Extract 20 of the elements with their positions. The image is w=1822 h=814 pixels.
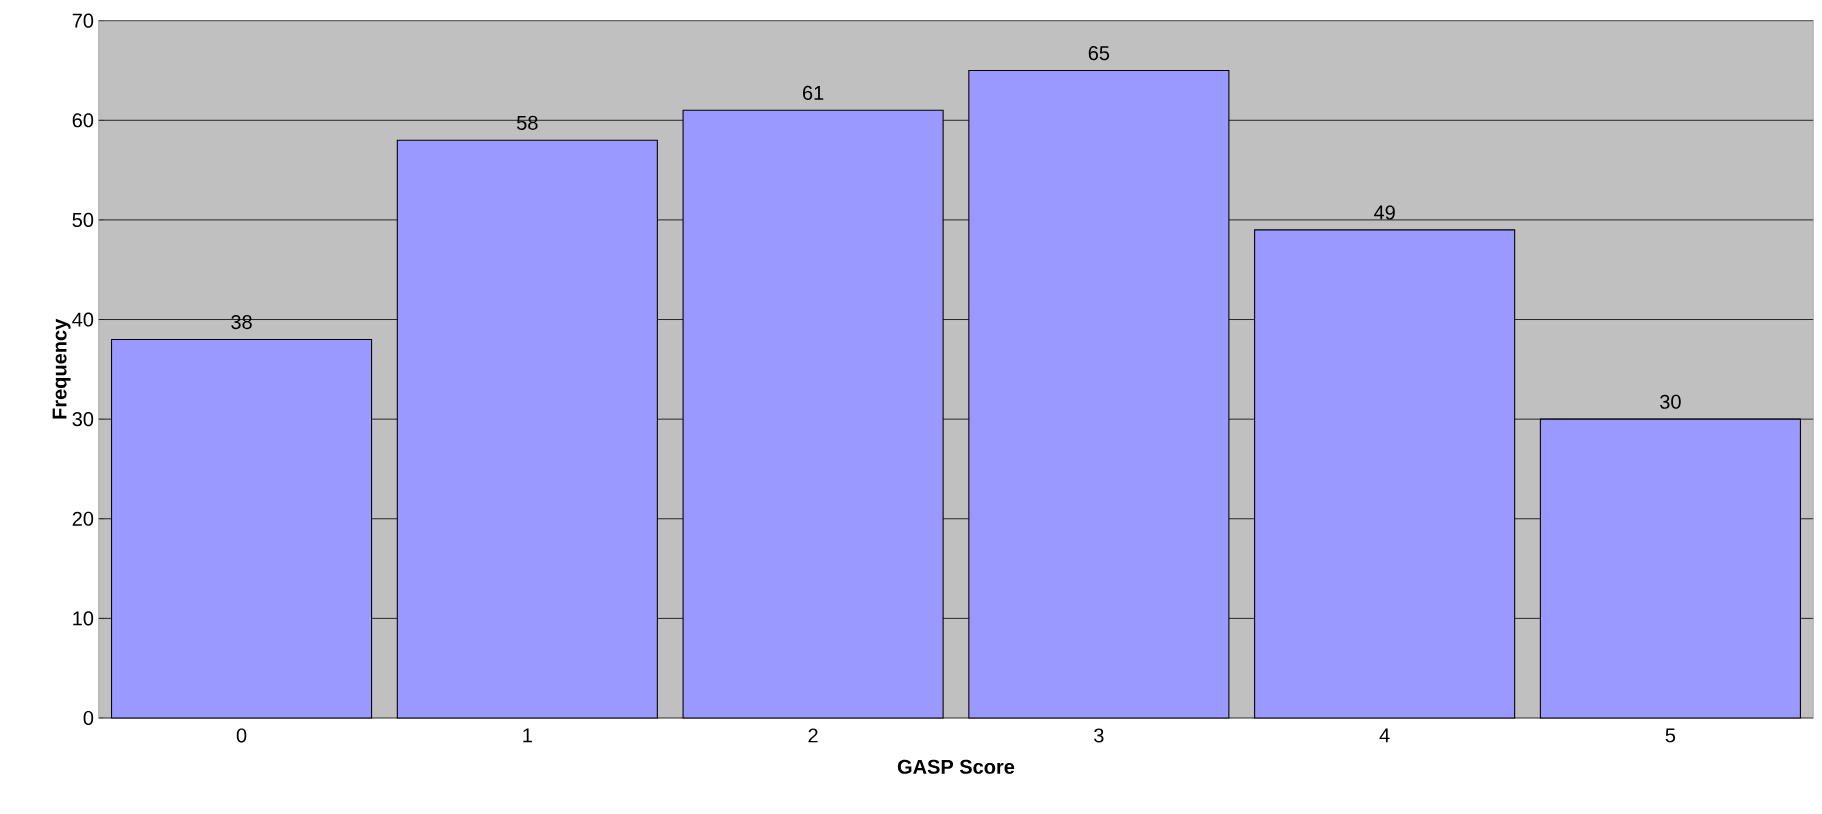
x-tick-label: 0 bbox=[236, 728, 247, 743]
y-tick-label: 0 bbox=[83, 710, 94, 726]
x-tick-label: 5 bbox=[1665, 728, 1676, 743]
y-tick-label: 20 bbox=[72, 511, 94, 526]
x-tick-label: 1 bbox=[523, 728, 532, 743]
y-tick-label: 60 bbox=[72, 113, 94, 128]
x-tick-label: 3 bbox=[1094, 728, 1104, 743]
x-tick-label: 2 bbox=[808, 728, 818, 743]
x-tick-label: 4 bbox=[1379, 728, 1390, 743]
y-tick-label: 50 bbox=[72, 212, 94, 227]
y-tick-label: 70 bbox=[72, 13, 94, 28]
data-label: 61 bbox=[803, 85, 824, 101]
data-label: 49 bbox=[1373, 205, 1395, 220]
data-label: 30 bbox=[1660, 394, 1681, 409]
y-axis-title: Frequency bbox=[52, 318, 71, 419]
y-tick-label: 30 bbox=[72, 412, 94, 427]
y-tick-label: 10 bbox=[73, 611, 94, 626]
data-label: 65 bbox=[1088, 46, 1110, 61]
y-tick-label: 40 bbox=[72, 312, 94, 327]
x-axis-title: GASP Score bbox=[897, 759, 1015, 774]
